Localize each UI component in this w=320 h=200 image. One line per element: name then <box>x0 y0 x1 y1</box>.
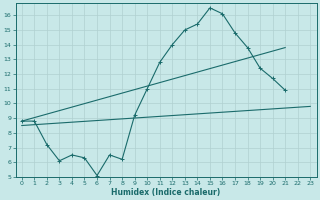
X-axis label: Humidex (Indice chaleur): Humidex (Indice chaleur) <box>111 188 221 197</box>
